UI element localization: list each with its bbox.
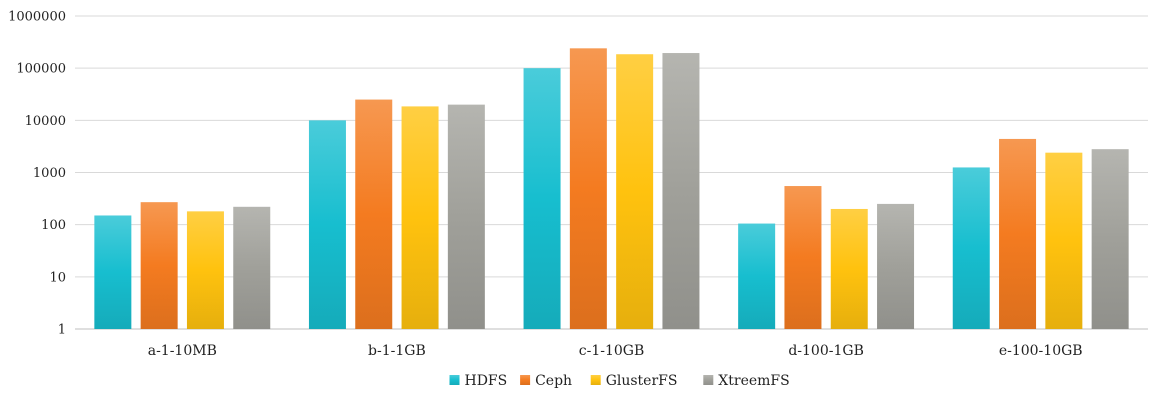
bar-ceph-d-100-1GB — [784, 186, 822, 329]
y-tick-label: 1000 — [33, 166, 66, 181]
bar-xtreemfs-d-100-1GB — [877, 203, 915, 329]
y-axis-ticks: 1 10 100 1000 10000 100000 1000000 — [8, 10, 66, 338]
x-tick-label: a-1-10MB — [148, 343, 217, 359]
legend-swatch-glusterfs — [590, 375, 601, 385]
bar-glusterfs-b-1-1GB — [401, 106, 439, 329]
bar-hdfs-d-100-1GB — [738, 223, 776, 329]
bar-xtreemfs-b-1-1GB — [447, 104, 485, 329]
legend-label-xtreemfs: XtreemFS — [718, 373, 789, 389]
bar-hdfs-b-1-1GB — [308, 120, 346, 329]
legend-swatch-xtreemfs — [703, 375, 714, 385]
bar-xtreemfs-c-1-10GB — [662, 53, 700, 329]
y-tick-label: 10 — [49, 270, 66, 285]
legend-label-hdfs: HDFS — [465, 373, 508, 389]
bar-hdfs-c-1-10GB — [523, 68, 561, 330]
legend: HDFS Ceph GlusterFS XtreemFS — [449, 373, 790, 389]
bars — [94, 48, 1129, 330]
x-axis: a-1-10MB b-1-1GB c-1-10GB d-100-1GB e-100-10… — [148, 343, 1083, 359]
bar-glusterfs-a-1-10MB — [186, 211, 224, 329]
bar-glusterfs-d-100-1GB — [830, 208, 868, 329]
bar-hdfs-e-100-10GB — [952, 167, 990, 329]
bar-xtreemfs-a-1-10MB — [233, 206, 271, 329]
bar-xtreemfs-e-100-10GB — [1091, 149, 1129, 329]
y-tick-label: 100000 — [16, 62, 66, 77]
x-tick-label: c-1-10GB — [579, 343, 645, 359]
x-tick-label: d-100-1GB — [788, 343, 864, 359]
y-tick-label: 10000 — [25, 114, 66, 129]
legend-swatch-ceph — [520, 375, 531, 385]
x-tick-label: b-1-1GB — [368, 343, 426, 359]
y-tick-label: 1000000 — [8, 10, 66, 25]
bar-hdfs-a-1-10MB — [94, 215, 132, 329]
legend-label-ceph: Ceph — [535, 373, 572, 389]
bar-ceph-e-100-10GB — [999, 138, 1037, 329]
y-tick-label: 1 — [58, 323, 66, 338]
bar-glusterfs-e-100-10GB — [1045, 152, 1083, 329]
bar-ceph-a-1-10MB — [140, 202, 178, 329]
legend-label-glusterfs: GlusterFS — [606, 373, 678, 389]
bar-ceph-c-1-10GB — [569, 48, 607, 330]
x-tick-label: e-100-10GB — [999, 343, 1083, 359]
bar-glusterfs-c-1-10GB — [616, 54, 654, 329]
y-tick-label: 100 — [41, 218, 66, 233]
legend-swatch-hdfs — [449, 375, 460, 385]
bar-ceph-b-1-1GB — [355, 99, 393, 329]
